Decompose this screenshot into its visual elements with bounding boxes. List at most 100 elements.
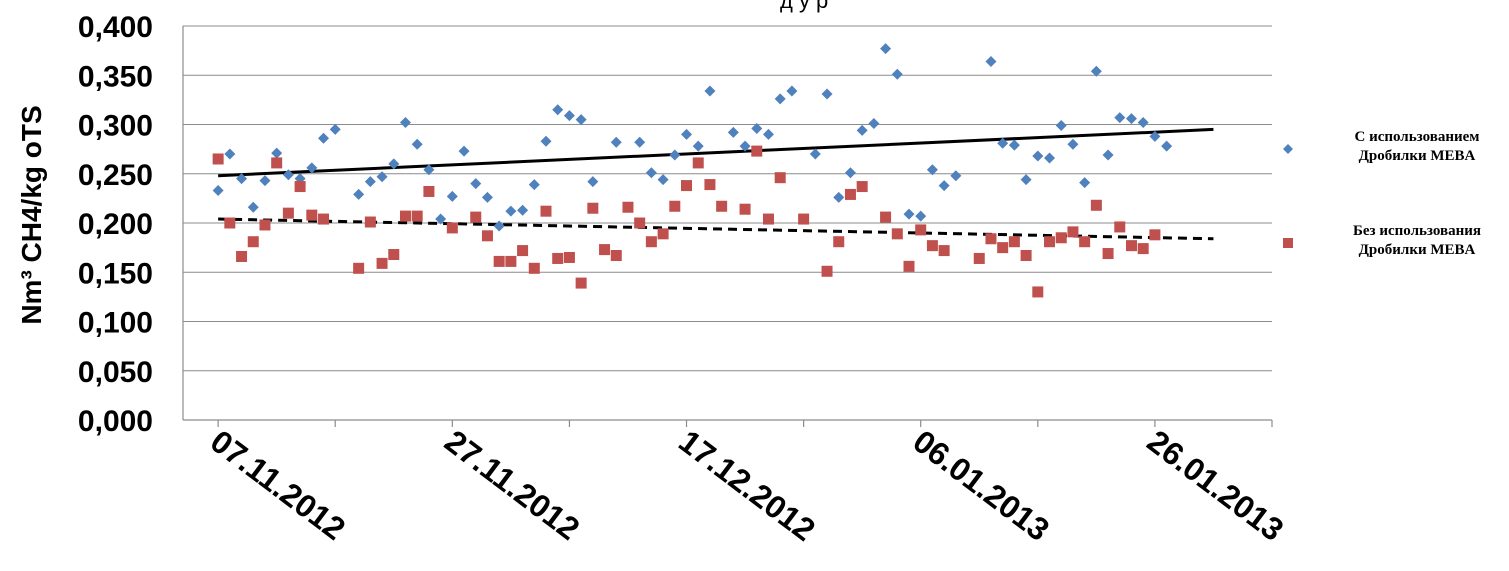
series-1-point xyxy=(435,213,447,225)
series-1-point xyxy=(727,126,739,138)
series-1-point xyxy=(786,85,798,97)
series-2-point xyxy=(399,210,411,222)
series-2-point xyxy=(470,211,482,223)
series-1-point xyxy=(563,110,575,122)
series-2-point xyxy=(1032,286,1044,298)
series-1-point xyxy=(587,176,599,188)
series-1-point xyxy=(236,173,248,185)
series-1-point xyxy=(247,201,259,213)
series-1-point xyxy=(481,191,493,203)
series-2-point xyxy=(411,210,423,222)
series-2-point xyxy=(880,211,892,223)
series-1-point xyxy=(1032,150,1044,162)
series-2-point xyxy=(903,260,915,272)
series-1-point xyxy=(1067,138,1079,150)
series-1-point xyxy=(1020,174,1032,186)
series-1-point xyxy=(318,132,330,144)
y-axis-label: Nm³ CH4/kg oTS xyxy=(16,105,47,324)
y-tick-label: 0,000 xyxy=(78,405,153,438)
series-1-point xyxy=(493,220,505,232)
series-2-point xyxy=(587,202,599,214)
series-2-point xyxy=(891,228,903,240)
series-2-point xyxy=(1020,250,1032,262)
series-2-point xyxy=(1079,236,1091,248)
series-1-point xyxy=(657,174,669,186)
x-tick-labels: 07.11.2012 27.11.2012 17.12.2012 06.01.2013… xyxy=(204,423,1290,548)
series-1-point xyxy=(950,170,962,182)
series-2-point xyxy=(224,217,236,229)
series-1-point xyxy=(399,117,411,129)
series-2-point xyxy=(926,240,938,252)
series-1-point xyxy=(856,124,868,136)
series-1-point xyxy=(891,68,903,80)
axes xyxy=(182,26,1273,427)
series-1-point xyxy=(1125,113,1137,125)
series-1-point xyxy=(809,148,821,160)
series-2-point xyxy=(716,200,728,212)
series-1-point xyxy=(458,145,470,157)
series-1-point xyxy=(540,135,552,147)
series-1-point xyxy=(1149,130,1161,142)
legend-marker-1 xyxy=(1283,144,1293,154)
series-2-point xyxy=(1055,232,1067,244)
series-1-point xyxy=(470,178,482,190)
series-2-point xyxy=(681,180,693,192)
legend-label-1: С использованием Дробилки MEBA xyxy=(1354,129,1479,164)
series-1-point xyxy=(938,180,950,192)
series-2-point xyxy=(844,188,856,200)
series-2-point xyxy=(446,222,458,234)
series-1-point xyxy=(997,137,1009,149)
series-2-point xyxy=(236,250,248,262)
series-1-point xyxy=(926,164,938,176)
series-2-point xyxy=(364,216,376,228)
series-1-point xyxy=(880,43,892,55)
series-1-point xyxy=(423,164,435,176)
series-2-point xyxy=(493,255,505,267)
series-1-point xyxy=(739,140,751,152)
series-2-point xyxy=(704,179,716,191)
x-tick-label: 06.01.2013 xyxy=(906,423,1056,548)
series-2-point xyxy=(353,262,365,274)
series-2-point xyxy=(610,250,622,262)
series-2-point xyxy=(575,277,587,289)
legend-label-line: Дробилки MEBA xyxy=(1359,242,1476,258)
series-1-point xyxy=(282,169,294,181)
legend: С использованием Дробилки MEBA Без использ… xyxy=(1283,129,1481,258)
series-2-point xyxy=(294,181,306,193)
series-2-point xyxy=(271,157,283,169)
series-1-point xyxy=(575,114,587,126)
series-1-point xyxy=(528,179,540,191)
series-1-point xyxy=(1161,140,1173,152)
series-2-point xyxy=(739,203,751,215)
series-2-point xyxy=(517,245,529,257)
y-tick-label: 0,100 xyxy=(78,307,153,340)
series-2-point xyxy=(505,255,517,267)
series-1-point xyxy=(833,191,845,203)
series-2-point xyxy=(212,153,224,165)
series-2-point xyxy=(657,228,669,240)
series-2-point xyxy=(376,257,388,269)
series-1-point xyxy=(364,176,376,188)
series-2-point xyxy=(821,265,833,277)
series-1-point xyxy=(669,149,681,161)
series-2-point xyxy=(622,201,634,213)
y-tick-labels: 0,000 0,050 0,100 0,150 0,200 0,250 0,300 0,350… xyxy=(78,11,153,438)
x-tick-label: 26.01.2013 xyxy=(1141,423,1291,548)
series-2-point xyxy=(563,251,575,263)
series-1-point xyxy=(411,138,423,150)
y-tick-label: 0,350 xyxy=(78,60,153,93)
series-1-point xyxy=(1102,149,1114,161)
series-1-point xyxy=(903,208,915,220)
legend-label-2: Без использования Дробилки MEBA xyxy=(1353,223,1481,258)
y-tick-label: 0,200 xyxy=(78,208,153,241)
series-1-point xyxy=(1055,119,1067,131)
series-2-point xyxy=(938,245,950,257)
legend-marker-2 xyxy=(1283,238,1293,248)
series-1-point xyxy=(353,188,365,200)
series-2-point xyxy=(1067,226,1079,238)
series-1-point xyxy=(552,104,564,116)
x-tick-label: 07.11.2012 xyxy=(204,423,352,547)
series-1-point xyxy=(645,167,657,179)
series-1-point xyxy=(1044,152,1056,164)
